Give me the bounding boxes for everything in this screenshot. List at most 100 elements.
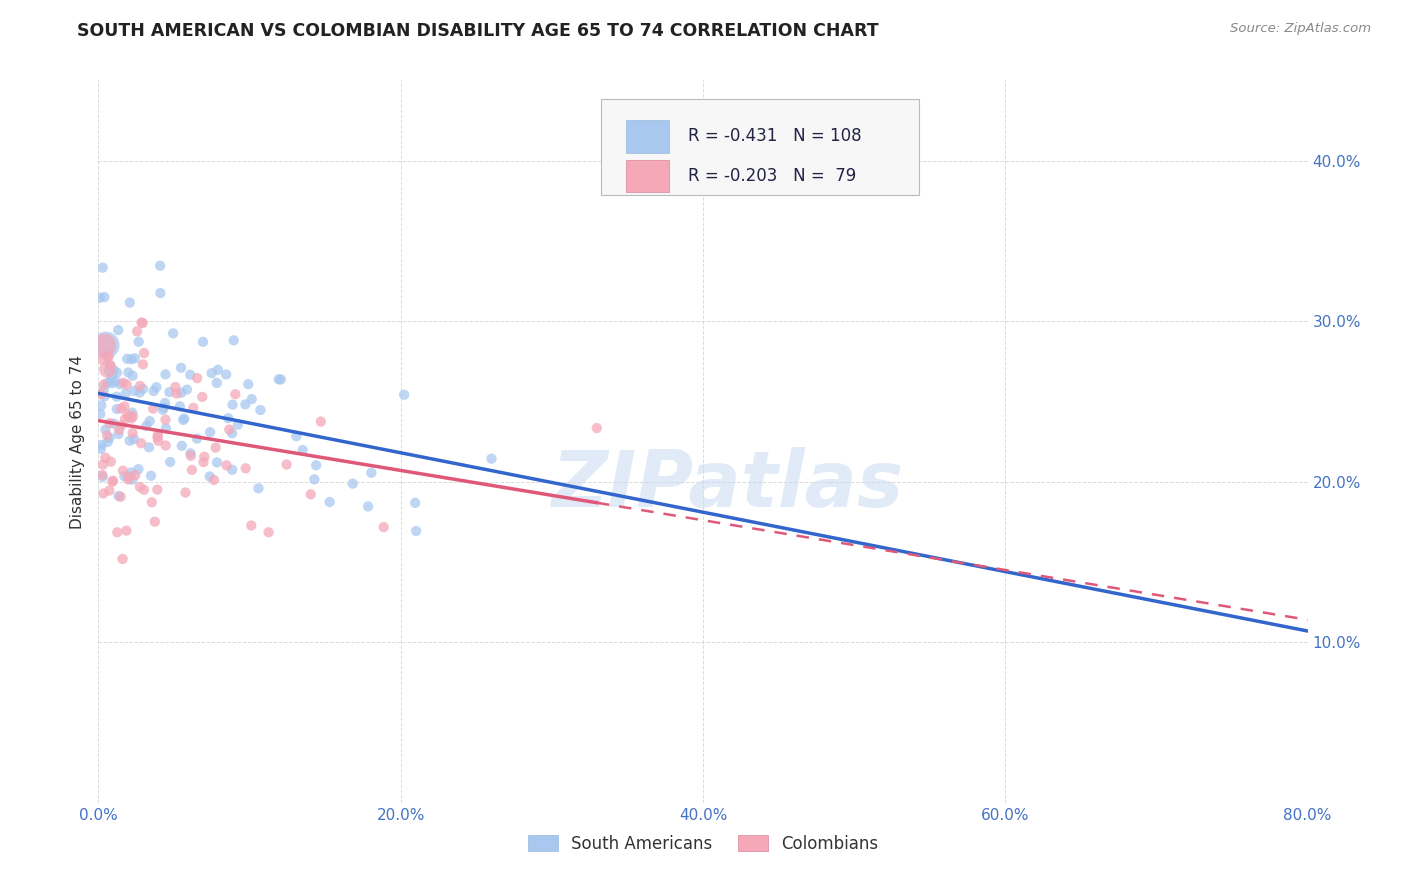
Point [93, 290, 115, 304]
Text: R = -0.203   N =  79: R = -0.203 N = 79 [689, 167, 856, 185]
Point [276, 458, 298, 472]
Point [224, 387, 246, 401]
Point [152, 402, 174, 417]
Point [91, 458, 114, 472]
Point [186, 371, 208, 385]
Point [172, 413, 194, 427]
Point [240, 392, 263, 406]
Point [138, 414, 160, 428]
Point [170, 385, 193, 400]
Point [128, 480, 150, 494]
Point [169, 399, 191, 413]
Point [121, 406, 143, 420]
Point [90, 438, 112, 452]
Point [145, 380, 167, 394]
Point [103, 363, 125, 377]
Point [117, 469, 139, 483]
Point [238, 377, 260, 392]
Point [110, 490, 132, 504]
Point [100, 455, 122, 469]
Point [131, 316, 153, 330]
Point [285, 429, 308, 443]
Point [155, 368, 177, 382]
Point [112, 469, 135, 483]
Point [155, 421, 177, 435]
Point [481, 451, 503, 466]
FancyBboxPatch shape [602, 99, 920, 195]
Point [149, 259, 172, 273]
Point [215, 458, 238, 473]
Point [318, 495, 340, 509]
Point [97, 434, 120, 449]
Text: R = -0.431   N = 108: R = -0.431 N = 108 [689, 128, 862, 145]
Point [132, 483, 155, 497]
Point [129, 436, 152, 450]
Point [257, 525, 280, 540]
Point [155, 412, 177, 426]
Point [94, 338, 117, 352]
Point [121, 426, 143, 441]
Point [105, 525, 128, 540]
Point [221, 426, 243, 441]
Point [108, 377, 131, 392]
Point [118, 434, 141, 448]
Y-axis label: Disability Age 65 to 74: Disability Age 65 to 74 [69, 354, 84, 529]
Point [104, 374, 127, 388]
Point [135, 418, 157, 433]
Point [91, 260, 114, 275]
Point [101, 474, 124, 488]
Point [93, 383, 115, 397]
Point [205, 455, 228, 469]
Point [127, 462, 149, 476]
Point [122, 384, 145, 398]
Point [120, 352, 142, 367]
Point [118, 295, 141, 310]
Point [107, 489, 129, 503]
Point [174, 485, 197, 500]
Point [240, 518, 263, 533]
Point [111, 464, 134, 478]
Point [142, 384, 165, 398]
Point [173, 411, 195, 425]
Point [93, 338, 115, 352]
Point [97, 363, 120, 377]
Point [111, 552, 134, 566]
Point [124, 468, 146, 483]
Point [91, 467, 114, 482]
Point [90, 387, 112, 401]
Point [93, 377, 115, 392]
Point [96, 376, 118, 391]
Point [148, 434, 170, 448]
FancyBboxPatch shape [626, 120, 669, 153]
Point [89, 291, 111, 305]
Point [108, 423, 131, 437]
Point [114, 412, 136, 426]
Point [235, 397, 257, 411]
Point [179, 368, 201, 382]
Point [112, 376, 135, 390]
Point [193, 450, 215, 464]
Point [98, 358, 121, 372]
Point [105, 402, 128, 417]
Point [180, 449, 202, 463]
Point [198, 469, 221, 483]
Point [373, 520, 395, 534]
Point [90, 442, 112, 456]
Point [170, 439, 193, 453]
Point [107, 323, 129, 337]
Point [360, 466, 382, 480]
Point [218, 423, 240, 437]
Point [247, 482, 270, 496]
Point [132, 357, 155, 371]
Legend: South Americans, Colombians: South Americans, Colombians [522, 828, 884, 860]
Point [153, 401, 176, 415]
Point [98, 431, 121, 445]
Point [357, 500, 380, 514]
Point [159, 455, 181, 469]
Point [96, 428, 118, 442]
Point [215, 368, 238, 382]
Point [191, 334, 214, 349]
Point [117, 408, 139, 422]
Point [94, 347, 117, 361]
Point [105, 366, 128, 380]
